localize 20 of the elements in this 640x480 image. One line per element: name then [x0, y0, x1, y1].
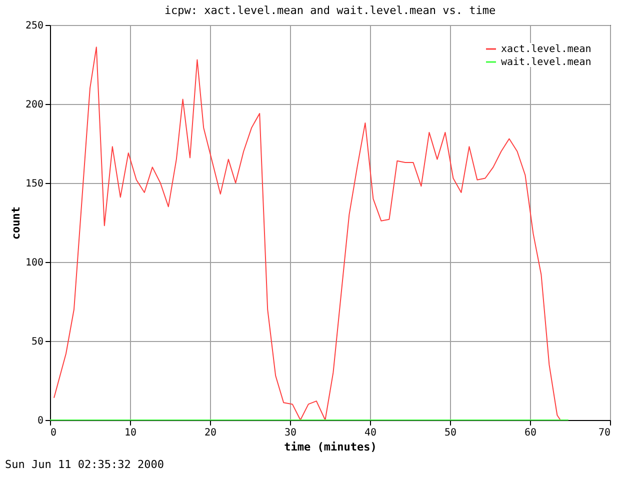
x-tick-label: 40 [364, 428, 377, 438]
x-tick-label: 50 [444, 428, 457, 438]
y-tick-label: 0 [37, 416, 44, 426]
text: Sun Jun 11 02:35:32 2000 [5, 458, 164, 471]
x-tick-label: 0 [50, 428, 57, 438]
chart-title: icpw: xact.level.mean and wait.level.mean vs. time [164, 4, 496, 17]
y-tick-label: 250 [25, 20, 44, 32]
x-tick-label: 60 [524, 428, 537, 438]
y-tick-label: 50 [31, 336, 44, 348]
y-axis-title: count [9, 206, 22, 240]
x-tick-label: 10 [124, 428, 137, 438]
x-tick-label: 30 [284, 428, 297, 438]
x-tick-label: 70 [598, 428, 610, 438]
y-tick-label: 200 [25, 100, 44, 110]
y-tick-label: 150 [25, 178, 44, 190]
x-axis-title: time (minutes) [284, 440, 377, 454]
x-tick-label: 20 [204, 428, 217, 438]
legend-label: wait.level.mean [501, 57, 592, 68]
y-tick-label: 100 [25, 258, 44, 268]
legend-label: xact.level.mean [501, 44, 592, 55]
